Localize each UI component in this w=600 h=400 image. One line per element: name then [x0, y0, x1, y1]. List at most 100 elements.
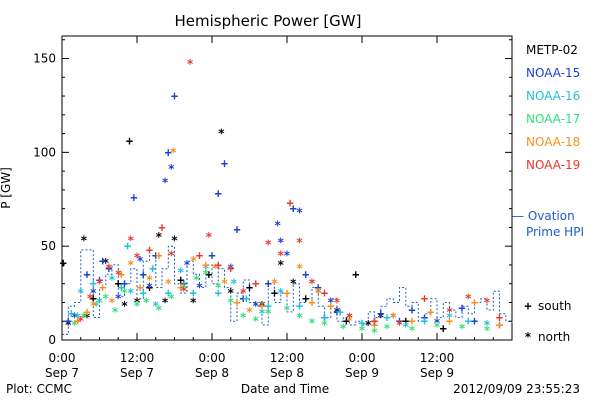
data-point: + — [427, 305, 434, 319]
data-point: + — [205, 267, 212, 281]
x-tick-label-date: Sep 9 — [345, 366, 379, 380]
data-point: + — [446, 314, 453, 328]
data-point: * — [446, 305, 453, 319]
data-point: * — [240, 286, 247, 300]
data-point: + — [408, 314, 415, 328]
data-point: * — [143, 295, 150, 309]
data-point: * — [83, 310, 90, 324]
legend-item: NOAA-19 — [526, 158, 580, 172]
data-point: * — [283, 303, 290, 317]
data-point: * — [205, 230, 212, 244]
data-point: + — [371, 314, 378, 328]
data-point: * — [296, 310, 303, 324]
series-metp-02: +***+*+*+*+***+*+** +*+**+ *+ *++** ++ — [60, 127, 447, 336]
data-point: * — [383, 322, 390, 336]
data-point: + — [258, 299, 265, 313]
data-point: + — [130, 190, 137, 204]
data-point: + — [333, 305, 340, 319]
data-point: * — [290, 277, 297, 291]
data-point: * — [446, 310, 453, 324]
data-point: * — [202, 267, 209, 281]
legend-marker-label: south — [538, 299, 572, 313]
data-point: * — [190, 295, 197, 309]
data-point: + — [233, 295, 240, 309]
data-point: + — [343, 314, 350, 328]
data-point: * — [252, 314, 259, 328]
legend-ovation-line2: Prime HPI — [526, 225, 584, 239]
data-point: * — [102, 292, 109, 306]
data-point: * — [483, 318, 490, 332]
data-point: + — [243, 292, 250, 306]
data-point: + — [140, 286, 147, 300]
data-point: * — [170, 145, 177, 159]
data-point: * — [227, 286, 234, 300]
data-point: + — [155, 249, 162, 263]
data-point: * — [218, 127, 225, 141]
data-point: + — [302, 267, 309, 281]
data-point: * — [227, 295, 234, 309]
data-point: + — [196, 249, 203, 263]
x-tick-label-date: Sep 8 — [270, 366, 304, 380]
x-tick-label-date: Sep 8 — [195, 366, 229, 380]
data-point: * — [408, 324, 415, 338]
data-point: + — [83, 305, 90, 319]
data-point: * — [346, 310, 353, 324]
data-point: * — [308, 277, 315, 291]
data-point: * — [227, 262, 234, 276]
data-point: + — [137, 280, 144, 294]
x-tick-label-date: Sep 7 — [45, 366, 79, 380]
data-point: * — [127, 286, 134, 300]
data-point: * — [180, 284, 187, 298]
data-point: * — [137, 254, 144, 268]
data-point: * — [96, 277, 103, 291]
data-point: * — [483, 324, 490, 338]
data-point: * — [65, 318, 72, 332]
data-point: + — [402, 314, 409, 328]
data-point: * — [402, 320, 409, 334]
series-noaa-18: ++ *+*+*+*+**+* + **+* +*+*+*+* +* +++++ — [74, 145, 503, 332]
data-point: + — [99, 254, 106, 268]
data-point: + — [421, 310, 428, 324]
data-point: + — [152, 249, 159, 263]
data-point: + — [149, 262, 156, 276]
data-point: * — [77, 286, 84, 300]
data-point: + — [60, 256, 67, 270]
data-point: * — [155, 303, 162, 317]
data-point: * — [258, 307, 265, 321]
data-point: + — [371, 318, 378, 332]
data-point: + — [90, 277, 97, 291]
data-point: + — [396, 314, 403, 328]
x-tick-label-time: 0:00 — [349, 351, 376, 365]
data-point: * — [308, 316, 315, 330]
legend: METP-02 NOAA-15 NOAA-16 NOAA-17 NOAA-18 NOAA-… — [512, 43, 584, 344]
data-point: + — [146, 243, 153, 257]
data-point: + — [190, 286, 197, 300]
data-point: * — [483, 295, 490, 309]
data-point: + — [287, 196, 294, 210]
data-point: + — [321, 310, 328, 324]
data-point: * — [121, 286, 128, 300]
data-point: * — [168, 162, 175, 176]
data-point: * — [433, 320, 440, 334]
data-point: + — [65, 314, 72, 328]
data-point: + — [265, 277, 272, 291]
y-tick-label: 0 — [48, 333, 56, 347]
data-point: + — [140, 267, 147, 281]
data-point: + — [180, 277, 187, 291]
data-point: + — [74, 314, 81, 328]
data-point: + — [321, 310, 328, 324]
x-tick-label-date: Sep 7 — [120, 366, 154, 380]
legend-marker-symbol: + — [524, 299, 531, 313]
data-point: * — [230, 277, 237, 291]
data-point: * — [333, 305, 340, 319]
data-point: * — [90, 299, 97, 313]
data-point: + — [165, 286, 172, 300]
data-point: + — [171, 89, 178, 103]
legend-item: NOAA-18 — [526, 135, 580, 149]
data-point: * — [146, 273, 153, 287]
data-point: * — [193, 273, 200, 287]
data-point: + — [290, 202, 297, 216]
legend-marker-symbol: * — [524, 330, 531, 344]
data-point: * — [327, 295, 334, 309]
